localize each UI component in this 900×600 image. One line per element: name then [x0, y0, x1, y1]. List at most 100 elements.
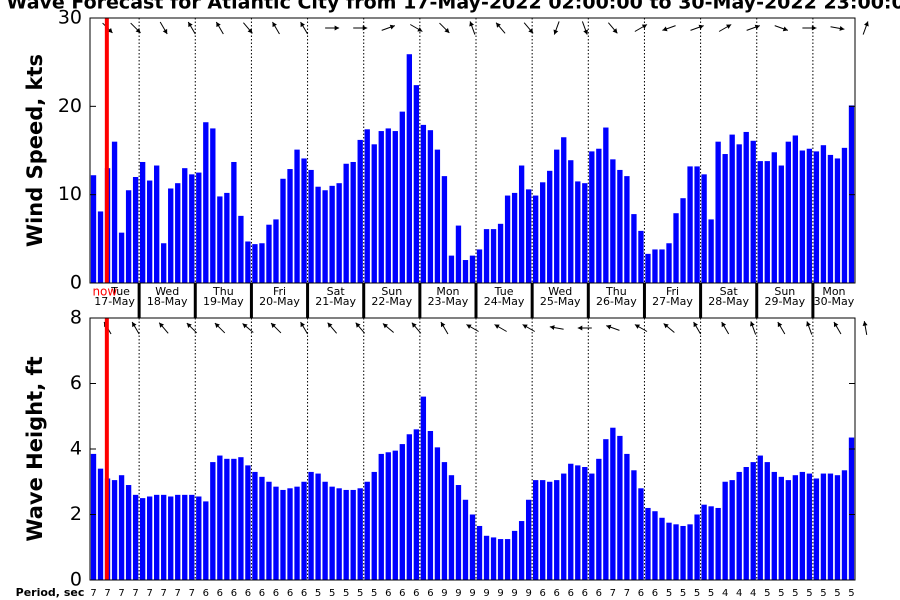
bar — [617, 435, 623, 580]
arrow-head — [242, 323, 248, 329]
period-value: 6 — [259, 588, 265, 599]
bar — [778, 476, 784, 580]
bar — [210, 128, 216, 283]
bar — [596, 458, 602, 580]
day-date: 30-May — [814, 295, 855, 308]
bar — [750, 462, 756, 580]
day-name: Tue — [494, 285, 514, 298]
bar — [820, 473, 827, 580]
bar — [364, 129, 370, 283]
y-tick-label: 30 — [58, 7, 82, 29]
arrow-head — [577, 325, 583, 331]
bar — [97, 211, 104, 283]
bar — [603, 127, 609, 284]
bar — [680, 198, 686, 283]
direction-arrow — [802, 25, 817, 31]
arrow-head — [721, 321, 727, 328]
bar — [694, 514, 700, 580]
bar — [455, 485, 462, 580]
bar — [203, 501, 209, 580]
period-value: 7 — [104, 588, 110, 599]
period-value: 9 — [497, 588, 503, 599]
period-value: 5 — [315, 588, 321, 599]
direction-arrow — [718, 24, 732, 32]
period-value: 7 — [118, 588, 124, 599]
period-value: 6 — [539, 588, 545, 599]
period-value: 7 — [624, 588, 630, 599]
arrow-head — [334, 25, 340, 31]
plot-border — [89, 317, 856, 581]
bar — [554, 149, 560, 283]
bar — [343, 489, 349, 580]
bar — [448, 255, 455, 283]
bar — [729, 134, 735, 283]
bar — [596, 148, 602, 283]
bar — [273, 219, 279, 283]
bar — [561, 137, 567, 283]
bar — [708, 506, 714, 580]
bar — [575, 465, 581, 580]
direction-arrow — [522, 324, 535, 332]
direction-arrow — [353, 25, 368, 31]
day-date: 20-May — [259, 295, 300, 308]
day-date: 18-May — [147, 295, 188, 308]
period-value: 9 — [525, 588, 531, 599]
day-name: Wed — [548, 285, 572, 298]
bar — [504, 539, 511, 580]
arrow-head — [417, 27, 423, 32]
bar — [252, 244, 258, 283]
arrow-head — [754, 24, 760, 30]
bar — [189, 494, 195, 580]
day-name: Tue — [110, 285, 130, 298]
bar — [224, 458, 230, 580]
direction-arrow — [325, 25, 340, 31]
direction-arrow — [523, 22, 534, 34]
bar — [301, 158, 307, 283]
bar — [97, 468, 104, 580]
day-name: Sun — [774, 285, 795, 298]
bar — [757, 455, 763, 580]
direction-arrow — [606, 324, 620, 331]
period-value: 7 — [189, 588, 195, 599]
bar — [834, 158, 841, 283]
bar — [483, 229, 490, 283]
bar — [497, 223, 504, 283]
bar — [792, 475, 799, 580]
day-name: Fri — [273, 285, 286, 298]
period-value: 5 — [848, 588, 854, 599]
period-value: 4 — [736, 588, 742, 599]
arrow-head — [162, 28, 168, 35]
direction-arrow — [187, 21, 196, 35]
period-value: 5 — [708, 588, 714, 599]
bar — [322, 481, 328, 580]
arrow-head — [496, 22, 501, 28]
direction-arrow — [774, 25, 789, 32]
arrow-head — [382, 323, 388, 329]
arrow-head — [634, 324, 641, 329]
bar — [378, 453, 384, 580]
period-value: 9 — [511, 588, 517, 599]
period-value: 4 — [750, 588, 756, 599]
period-label: Period, sec — [16, 586, 85, 599]
bar — [694, 166, 700, 283]
bar — [364, 481, 370, 580]
direction-arrow — [158, 322, 169, 334]
period-value: 5 — [778, 588, 784, 599]
day-date: 24-May — [484, 295, 525, 308]
bar — [532, 480, 539, 580]
bar — [111, 480, 118, 580]
bar — [511, 192, 518, 283]
bar — [350, 489, 356, 580]
period-value: 5 — [694, 588, 700, 599]
bar — [547, 170, 553, 283]
direction-arrow — [862, 21, 869, 35]
bar — [701, 174, 707, 283]
bar — [266, 481, 272, 580]
direction-arrow — [159, 21, 168, 35]
bar — [280, 178, 286, 283]
day-name: Sat — [720, 285, 739, 298]
bar — [743, 467, 749, 580]
bar — [132, 494, 139, 580]
arrow-head — [612, 28, 618, 34]
